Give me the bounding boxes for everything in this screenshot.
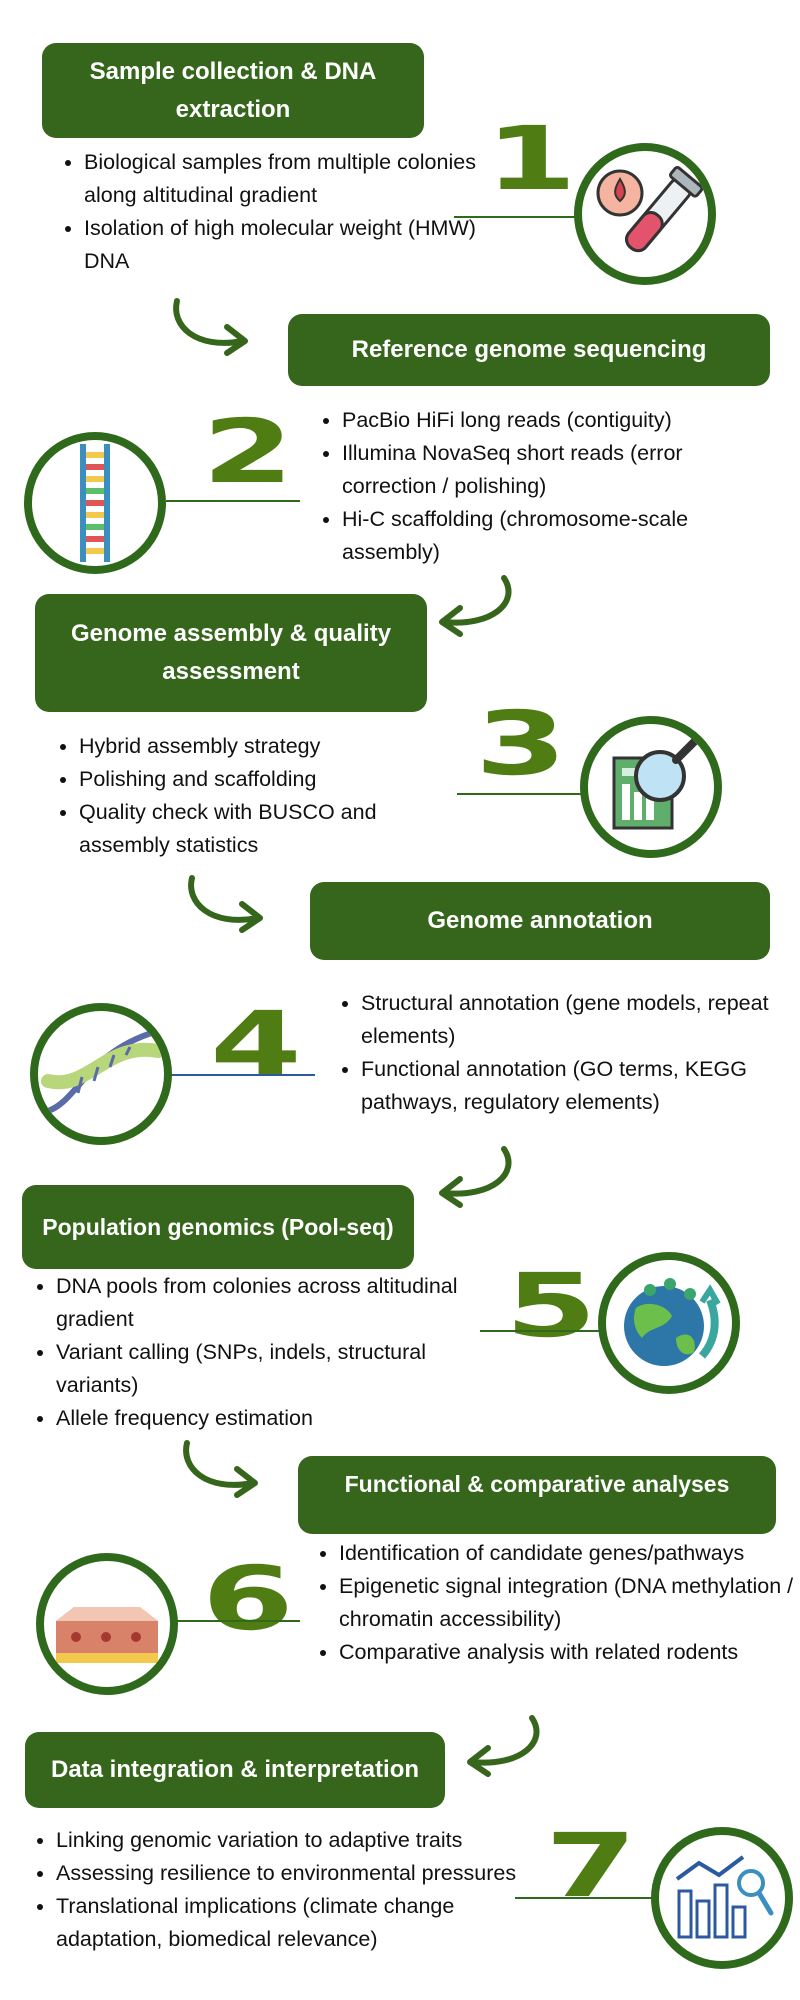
list-item: PacBio HiFi long reads (contiguity) [342, 404, 782, 437]
arrow-icon [188, 875, 263, 933]
list-item: Biological samples from multiple colonie… [84, 146, 484, 212]
globe-locations-icon [598, 1252, 740, 1394]
list-item: Isolation of high molecular weight (HMW)… [84, 212, 484, 278]
list-item: Illumina NovaSeq short reads (error corr… [342, 437, 782, 503]
connector-line [170, 1074, 315, 1076]
connector-line [515, 1897, 655, 1899]
step-number-4: 4 [210, 992, 302, 1095]
step-2-title: Reference genome sequencing [288, 314, 770, 386]
step-3-bullets: Hybrid assembly strategy Polishing and s… [55, 730, 459, 862]
step-1-title: Sample collection & DNA extraction [42, 43, 424, 138]
list-item: Variant calling (SNPs, indels, structura… [56, 1336, 506, 1402]
connector-line [454, 216, 578, 218]
connector-line [480, 1330, 600, 1332]
step-number-2: 2 [202, 400, 294, 503]
tissue-cells-icon [36, 1553, 178, 1695]
bar-chart-magnifier-icon [651, 1827, 793, 1969]
list-item: DNA pools from colonies across altitudin… [56, 1270, 506, 1336]
step-2-bullets: PacBio HiFi long reads (contiguity) Illu… [318, 404, 782, 569]
list-item: Translational implications (climate chan… [56, 1890, 556, 1956]
list-item: Comparative analysis with related rodent… [339, 1636, 800, 1669]
step-number-6: 6 [202, 1547, 294, 1650]
list-item: Hi-C scaffolding (chromosome-scale assem… [342, 503, 782, 569]
arrow-icon [439, 575, 512, 637]
step-number-7: 7 [545, 1814, 637, 1917]
magnifier-report-icon [580, 716, 722, 858]
step-number-1: 1 [485, 107, 577, 210]
step-5-bullets: DNA pools from colonies across altitudin… [32, 1270, 506, 1435]
dna-ladder-icon [24, 432, 166, 574]
step-number-3: 3 [475, 692, 567, 795]
connector-line [166, 500, 300, 502]
arrow-icon [439, 1146, 512, 1208]
step-7-bullets: Linking genomic variation to adaptive tr… [32, 1824, 556, 1956]
list-item: Structural annotation (gene models, repe… [361, 987, 800, 1053]
list-item: Polishing and scaffolding [79, 763, 459, 796]
step-5-title: Population genomics (Pool-seq) [22, 1185, 414, 1269]
step-3-title: Genome assembly & quality assessment [35, 594, 427, 712]
step-6-bullets: Identification of candidate genes/pathwa… [315, 1537, 800, 1669]
list-item: Assessing resilience to environmental pr… [56, 1857, 556, 1890]
list-item: Identification of candidate genes/pathwa… [339, 1537, 800, 1570]
dna-helix-icon [30, 1003, 172, 1145]
step-6-title: Functional & comparative analyses [298, 1456, 776, 1534]
arrow-icon [467, 1715, 540, 1777]
list-item: Linking genomic variation to adaptive tr… [56, 1824, 556, 1857]
step-4-bullets: Structural annotation (gene models, repe… [337, 987, 800, 1119]
arrow-icon [183, 1440, 258, 1498]
list-item: Epigenetic signal integration (DNA methy… [339, 1570, 800, 1636]
step-number-5: 5 [505, 1254, 597, 1357]
step-1-bullets: Biological samples from multiple colonie… [60, 146, 484, 278]
test-tube-icon [574, 143, 716, 285]
connector-line [168, 1620, 300, 1622]
connector-line [457, 793, 581, 795]
arrow-icon [173, 298, 248, 356]
step-4-title: Genome annotation [310, 882, 770, 960]
list-item: Hybrid assembly strategy [79, 730, 459, 763]
list-item: Allele frequency estimation [56, 1402, 506, 1435]
list-item: Quality check with BUSCO and assembly st… [79, 796, 459, 862]
step-7-title: Data integration & interpretation [25, 1732, 445, 1808]
list-item: Functional annotation (GO terms, KEGG pa… [361, 1053, 800, 1119]
